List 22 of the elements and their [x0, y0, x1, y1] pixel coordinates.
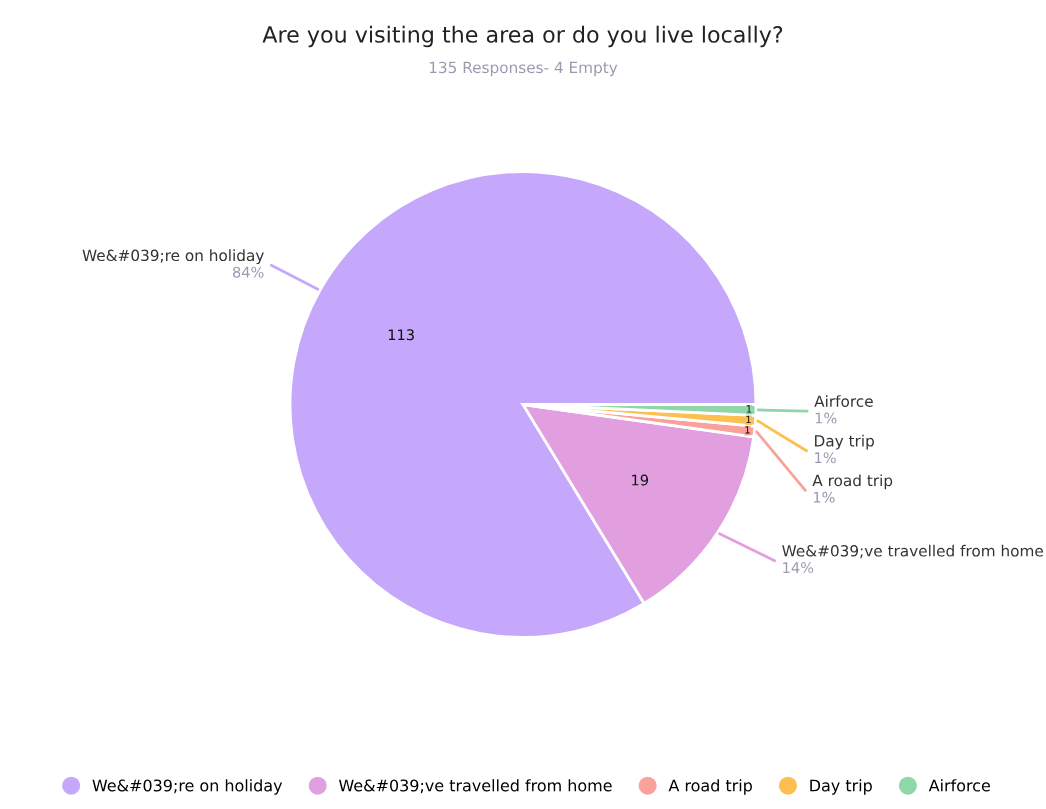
- legend-label: Airforce: [928, 779, 990, 792]
- data-label: 1: [745, 426, 750, 434]
- data-label: 1: [746, 415, 751, 423]
- text: 1%: [815, 412, 837, 424]
- legend-label: We&#039;ve travelled from home: [338, 779, 612, 794]
- slice-label: We&#039;ve travelled from home: [782, 544, 1043, 559]
- data-label: 113: [388, 329, 414, 341]
- legend-label: Day trip: [810, 779, 872, 795]
- chart-title: Are you visiting the area or do you live locally?: [262, 25, 783, 48]
- legend-label: A road trip: [668, 779, 752, 795]
- text: 1%: [813, 491, 835, 503]
- slice-label: We&#039;re on holiday: [82, 249, 264, 265]
- text: 14%: [783, 562, 814, 574]
- slice-label: Day trip: [815, 434, 874, 450]
- legend-label: We&#039;re on holiday: [92, 779, 283, 795]
- chart-subtitle: 135 Responses- 4 Empty: [429, 61, 618, 77]
- slice-label: Airforce: [814, 395, 873, 407]
- slice-label: A road trip: [812, 474, 893, 490]
- text: 84%: [232, 266, 264, 278]
- data-label: 19: [632, 474, 649, 486]
- data-label: 1: [746, 405, 752, 413]
- text: 1%: [815, 452, 836, 464]
